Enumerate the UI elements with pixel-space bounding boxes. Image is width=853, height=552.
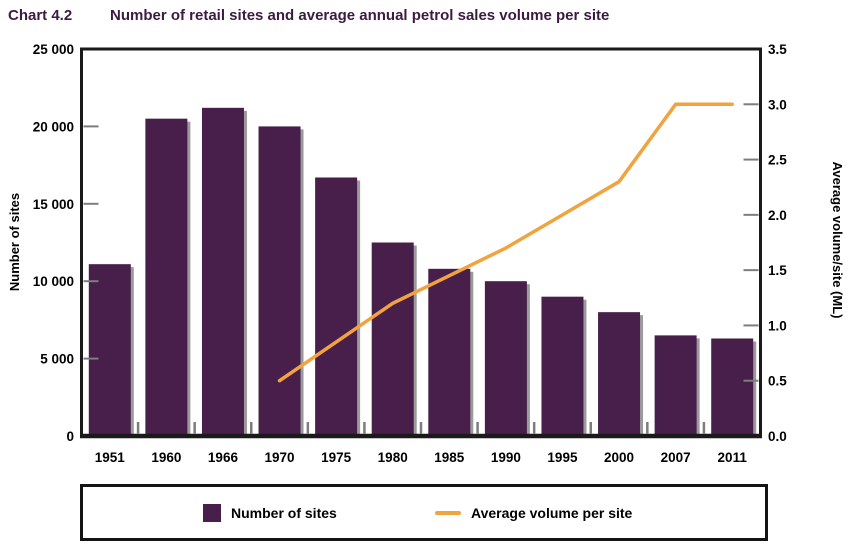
- right-axis-tick-label: 3.0: [768, 97, 787, 112]
- x-axis-label-1951: 1951: [95, 450, 126, 465]
- left-axis-tick-label: 0: [66, 429, 74, 444]
- x-axis-label-2011: 2011: [718, 450, 748, 465]
- x-axis-label-2007: 2007: [661, 450, 691, 465]
- right-axis-tick-label: 1.0: [768, 318, 787, 333]
- x-axis-label-1980: 1980: [378, 450, 408, 465]
- legend-box: Number of sites Average volume per site: [80, 484, 768, 541]
- bar-1966: [201, 107, 244, 436]
- right-axis-tick-label: 3.5: [768, 42, 787, 57]
- left-axis-tick-label: 10 000: [33, 274, 74, 289]
- bar-1960: [145, 118, 188, 436]
- legend-label-number-of-sites: Number of sites: [231, 504, 337, 521]
- bar-2007: [654, 335, 697, 436]
- bar-1980: [371, 242, 414, 436]
- bar-1985: [428, 268, 471, 436]
- x-axis-label-1990: 1990: [491, 450, 521, 465]
- legend-item-number-of-sites: Number of sites: [203, 487, 337, 538]
- left-axis-tick-label: 25 000: [33, 42, 74, 57]
- left-axis-tick-label: 15 000: [33, 197, 74, 212]
- x-axis-label-1985: 1985: [434, 450, 465, 465]
- chart-title: Number of retail sites and average annua…: [110, 7, 610, 24]
- x-axis-label-1970: 1970: [265, 450, 295, 465]
- right-axis-tick-label: 2.0: [768, 208, 787, 223]
- right-axis-title: Average volume/site (ML): [830, 161, 845, 318]
- x-axis-label-1960: 1960: [151, 450, 181, 465]
- line-swatch-icon: [435, 510, 461, 515]
- x-axis-label-1995: 1995: [547, 450, 578, 465]
- right-axis-tick-label: 0.5: [768, 374, 787, 389]
- legend-item-average-volume: Average volume per site: [435, 487, 632, 538]
- bar-swatch-icon: [203, 503, 221, 522]
- x-axis-label-2000: 2000: [604, 450, 634, 465]
- bar-1951: [88, 264, 131, 436]
- x-axis-label-1966: 1966: [208, 450, 239, 465]
- chart-number: Chart 4.2: [8, 7, 73, 24]
- bar-2011: [711, 338, 754, 436]
- right-axis-tick-label: 2.5: [768, 153, 787, 168]
- left-axis-tick-label: 20 000: [33, 119, 74, 134]
- x-axis-label-1975: 1975: [321, 450, 352, 465]
- right-axis-tick-label: 1.5: [768, 263, 787, 278]
- left-axis-tick-label: 5 000: [40, 352, 74, 367]
- bar-1990: [484, 281, 527, 436]
- average-volume-line: [277, 102, 734, 383]
- legend-label-average-volume: Average volume per site: [471, 504, 633, 521]
- right-axis-tick-label: 0.0: [768, 429, 787, 444]
- left-axis-title: Number of sites: [7, 193, 22, 291]
- bar-1970: [258, 126, 301, 437]
- bar-1975: [315, 177, 358, 436]
- bar-2000: [598, 312, 641, 436]
- bar-1995: [541, 296, 584, 436]
